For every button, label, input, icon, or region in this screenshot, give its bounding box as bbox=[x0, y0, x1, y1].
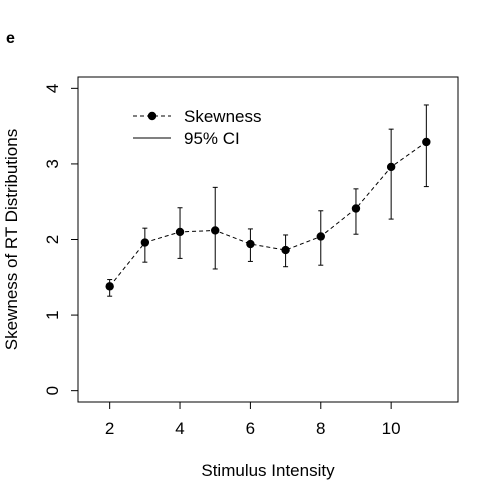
y-tick-label: 4 bbox=[43, 84, 62, 93]
panel-label: e bbox=[6, 30, 15, 47]
skewness-point bbox=[140, 238, 150, 247]
x-tick-label: 8 bbox=[316, 419, 325, 438]
legend: Skewness 95% CI bbox=[133, 107, 261, 148]
skewness-point bbox=[211, 226, 220, 235]
skewness-point bbox=[316, 232, 325, 241]
x-tick-label: 2 bbox=[105, 419, 114, 438]
y-axis-label: Skewness of RT Distributions bbox=[2, 129, 21, 350]
y-tick-label: 1 bbox=[43, 310, 62, 319]
legend-skewness-point bbox=[147, 111, 157, 121]
legend-skewness-label: Skewness bbox=[184, 107, 261, 126]
y-tick-label: 2 bbox=[43, 235, 62, 244]
x-tick-label: 4 bbox=[175, 419, 184, 438]
plot-area: 2 4 6 8 10 0 1 2 3 4 bbox=[43, 76, 459, 438]
plot-frame bbox=[77, 76, 459, 403]
ci-error-bar bbox=[388, 128, 394, 220]
legend-ci-label: 95% CI bbox=[184, 129, 240, 148]
skewness-series-line bbox=[109, 141, 427, 287]
x-tick-label: 10 bbox=[382, 419, 401, 438]
skewness-point bbox=[351, 204, 361, 213]
x-axis-label: Stimulus Intensity bbox=[201, 461, 335, 480]
skewness-point bbox=[281, 245, 290, 255]
skewness-point bbox=[386, 162, 396, 172]
y-tick-label: 3 bbox=[43, 159, 62, 168]
skewness-point bbox=[246, 239, 255, 249]
skewness-point bbox=[175, 227, 185, 237]
skewness-point bbox=[422, 137, 431, 147]
x-tick-label: 6 bbox=[246, 419, 255, 438]
y-tick-label: 0 bbox=[43, 386, 62, 395]
skewness-point bbox=[105, 282, 114, 291]
